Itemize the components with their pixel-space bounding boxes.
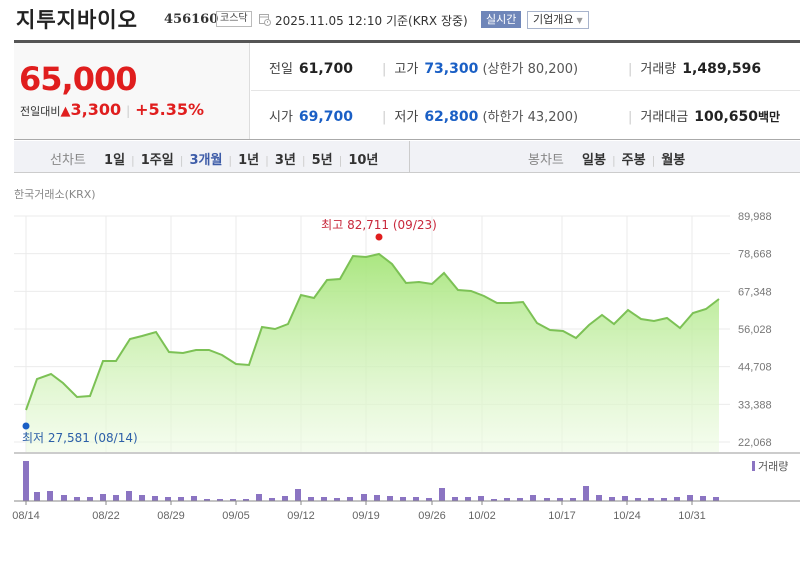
- svg-text:09/26: 09/26: [418, 510, 446, 522]
- low-annotation: 최저 27,581 (08/14): [22, 431, 138, 445]
- price-chart[interactable]: 89,988 78,668 67,348 56,028 44,708 33,388 22,0…: [0, 200, 800, 530]
- price-area: [26, 254, 719, 452]
- tab-candle-0[interactable]: 일봉: [582, 153, 606, 168]
- high-marker: [375, 233, 383, 241]
- volume-legend: 거래량: [758, 460, 788, 473]
- tab-candle-2[interactable]: 월봉: [661, 153, 686, 168]
- svg-text:09/19: 09/19: [352, 510, 380, 522]
- tab-line-1[interactable]: 1주일: [140, 153, 174, 168]
- low-marker: [22, 422, 30, 430]
- volume-bars: [23, 461, 719, 501]
- svg-text:08/14: 08/14: [12, 510, 40, 522]
- triangle-up-icon: ▲: [60, 104, 71, 119]
- svg-text:44,708: 44,708: [738, 362, 772, 374]
- svg-text:08/22: 08/22: [92, 510, 120, 522]
- svg-text:09/05: 09/05: [222, 510, 250, 522]
- x-axis: 08/14 08/22 08/29 09/05 09/12 09/19 09/26 10/02…: [12, 501, 706, 522]
- tab-line-5[interactable]: 5년: [311, 153, 333, 168]
- svg-text:67,348: 67,348: [738, 286, 772, 298]
- chart-period-bar: 선차트 1일 | 1주일 | 3개월 | 1년 | 3년 | 5년 | 10년 봉차트 일봉 | 주봉 | 월봉: [14, 141, 800, 173]
- svg-text:10/24: 10/24: [613, 510, 641, 522]
- tab-line-4[interactable]: 3년: [274, 153, 296, 168]
- chevron-down-icon: ▼: [576, 16, 583, 25]
- tab-line-2[interactable]: 3개월: [189, 153, 223, 168]
- stat-volume: | 거래량 1,489,596: [628, 61, 762, 77]
- tab-line-3[interactable]: 1년: [238, 153, 260, 168]
- svg-text:78,668: 78,668: [738, 249, 772, 261]
- svg-text:33,388: 33,388: [738, 399, 772, 411]
- stat-low: | 저가 62,800 (하한가 43,200): [382, 109, 579, 125]
- price-stats: 전일 61,700 | 고가 73,300 (상한가 80,200) | 거래량 1,48…: [251, 43, 800, 139]
- divider: [14, 139, 800, 140]
- stock-name: 지투지바이오: [16, 8, 138, 32]
- realtime-button[interactable]: 실시간: [481, 11, 522, 28]
- svg-text:08/29: 08/29: [157, 510, 185, 522]
- svg-text:10/17: 10/17: [548, 510, 576, 522]
- volume-legend-icon: [752, 461, 755, 471]
- stat-high: | 고가 73,300 (상한가 80,200): [382, 61, 579, 77]
- svg-text:10/02: 10/02: [468, 510, 496, 522]
- market-badge: 코스닥: [216, 11, 252, 27]
- current-price: 65,000: [19, 60, 137, 98]
- company-overview-dropdown[interactable]: 기업개요 ▼: [527, 11, 589, 29]
- current-price-box: 65,000 전일대비▲3,300 | +5.35%: [14, 43, 250, 139]
- tab-candle-1[interactable]: 주봉: [621, 153, 646, 168]
- stat-prev-close: 전일 61,700: [269, 61, 353, 77]
- price-change: 전일대비▲3,300 | +5.35%: [20, 100, 205, 119]
- candle-chart-tabs: 봉차트 일봉 | 주봉 | 월봉: [528, 153, 686, 168]
- svg-text:09/12: 09/12: [287, 510, 315, 522]
- svg-text:89,988: 89,988: [738, 211, 772, 223]
- change-value: 3,300: [70, 100, 122, 119]
- y-axis: 89,988 78,668 67,348 56,028 44,708 33,388 22,0…: [738, 211, 772, 449]
- tab-line-0[interactable]: 1일: [104, 153, 126, 168]
- price-line: [25, 252, 720, 411]
- stock-header: 지투지바이오 456160 코스닥 2025.11.05 12:10 기준(KR…: [0, 0, 800, 40]
- line-chart-tabs: 선차트 1일 | 1주일 | 3개월 | 1년 | 3년 | 5년 | 10년: [50, 153, 379, 168]
- calendar-clock-icon: [259, 14, 271, 26]
- change-percent: +5.35%: [135, 100, 205, 119]
- stat-trade-amount: | 거래대금 100,650백만: [628, 109, 781, 125]
- stat-open: 시가 69,700: [269, 109, 353, 125]
- svg-text:22,068: 22,068: [738, 437, 772, 449]
- stock-code: 456160: [164, 12, 219, 27]
- tab-line-6[interactable]: 10년: [348, 153, 379, 168]
- svg-text:10/31: 10/31: [678, 510, 706, 522]
- exchange-label: 한국거래소(KRX): [14, 188, 96, 201]
- high-annotation: 최고 82,711 (09/23): [321, 218, 437, 232]
- divider: [14, 40, 800, 43]
- quote-time: 2025.11.05 12:10 기준(KRX 장중): [275, 14, 468, 28]
- svg-text:56,028: 56,028: [738, 324, 772, 336]
